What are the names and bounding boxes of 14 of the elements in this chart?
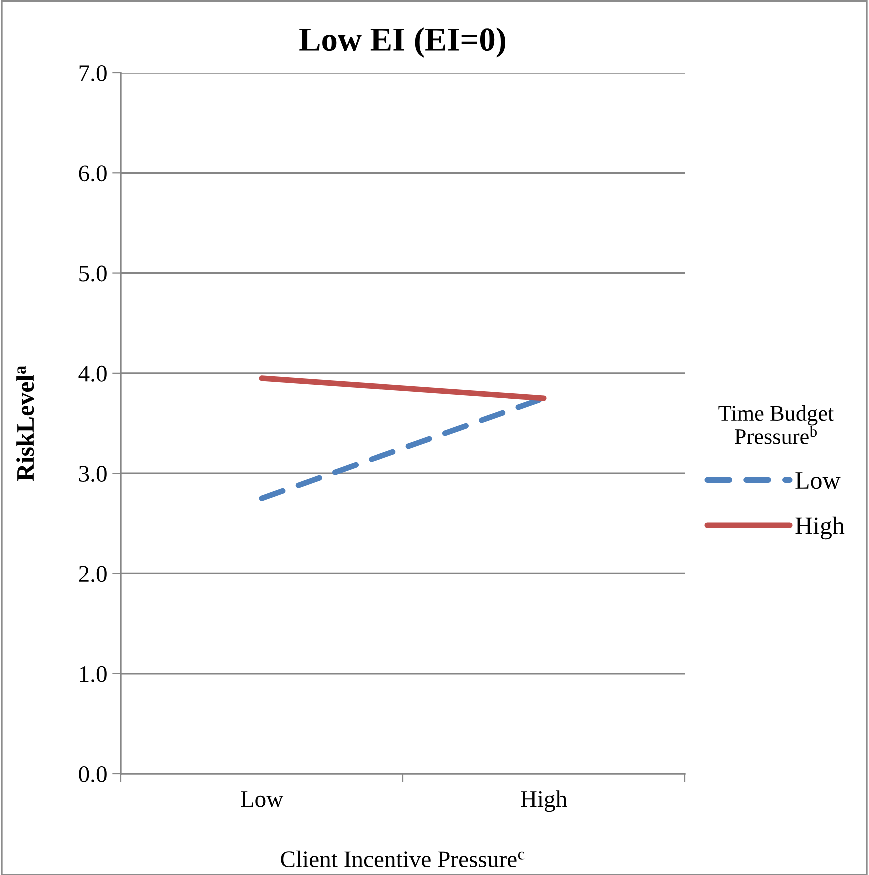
y-tick-label: 1.0 [80,666,107,682]
y-tick-label: 0.0 [79,766,107,783]
legend-title: Time Budget Pressure$^{b}$ [718,405,834,444]
y-tick-label: 3.0 [79,466,107,482]
legend-label: High [796,516,845,540]
y-tick-label: 4.0 [78,366,107,382]
y-tick-label: 5.0 [80,266,107,282]
y-tick-label: 6.0 [79,166,107,182]
y-axis-title: RiskLevel$^{a}$ [16,366,34,482]
legend-label: Low [796,472,841,490]
y-tick-label: 2.0 [79,566,107,582]
chart-title: Low EI (EI=0) [300,28,506,58]
y-tick-label: 7.0 [80,65,107,82]
x-axis-title: Client Incentive Pressure$^{c}$ [281,850,525,868]
